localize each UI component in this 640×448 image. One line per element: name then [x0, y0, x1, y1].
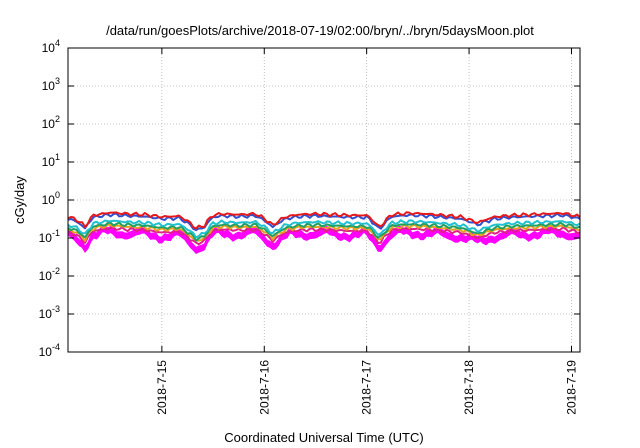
y-tick-label: 10-2: [39, 266, 60, 283]
series-line: [67, 226, 581, 246]
x-tick-label: 2018-7-15: [155, 360, 169, 415]
x-tick-label: 2018-7-18: [462, 360, 476, 415]
y-tick-label: 10-3: [39, 304, 60, 321]
series-layer: [67, 211, 581, 254]
chart-title: /data/run/goesPlots/archive/2018-07-19/0…: [106, 23, 534, 38]
series-line: [67, 219, 581, 239]
x-axis-label: Coordinated Universal Time (UTC): [224, 430, 423, 445]
x-axis: 2018-7-15 2018-7-16 2018-7-17 2018-7-18 2018…: [155, 48, 578, 415]
y-axis-label: cGy/day: [12, 176, 27, 224]
y-tick-label: 102: [42, 114, 60, 131]
grid: [68, 48, 580, 352]
y-tick-label: 10-1: [39, 228, 60, 245]
y-tick-label: 103: [42, 76, 60, 93]
y-tick-label: 100: [42, 190, 60, 207]
y-tick-label: 101: [42, 152, 60, 169]
x-tick-label: 2018-7-16: [257, 360, 271, 415]
series-line: [67, 211, 581, 230]
y-tick-label: 104: [42, 38, 60, 55]
x-tick-label: 2018-7-19: [564, 360, 578, 415]
x-tick-label: 2018-7-17: [360, 360, 374, 415]
y-tick-label: 10-4: [39, 342, 60, 359]
